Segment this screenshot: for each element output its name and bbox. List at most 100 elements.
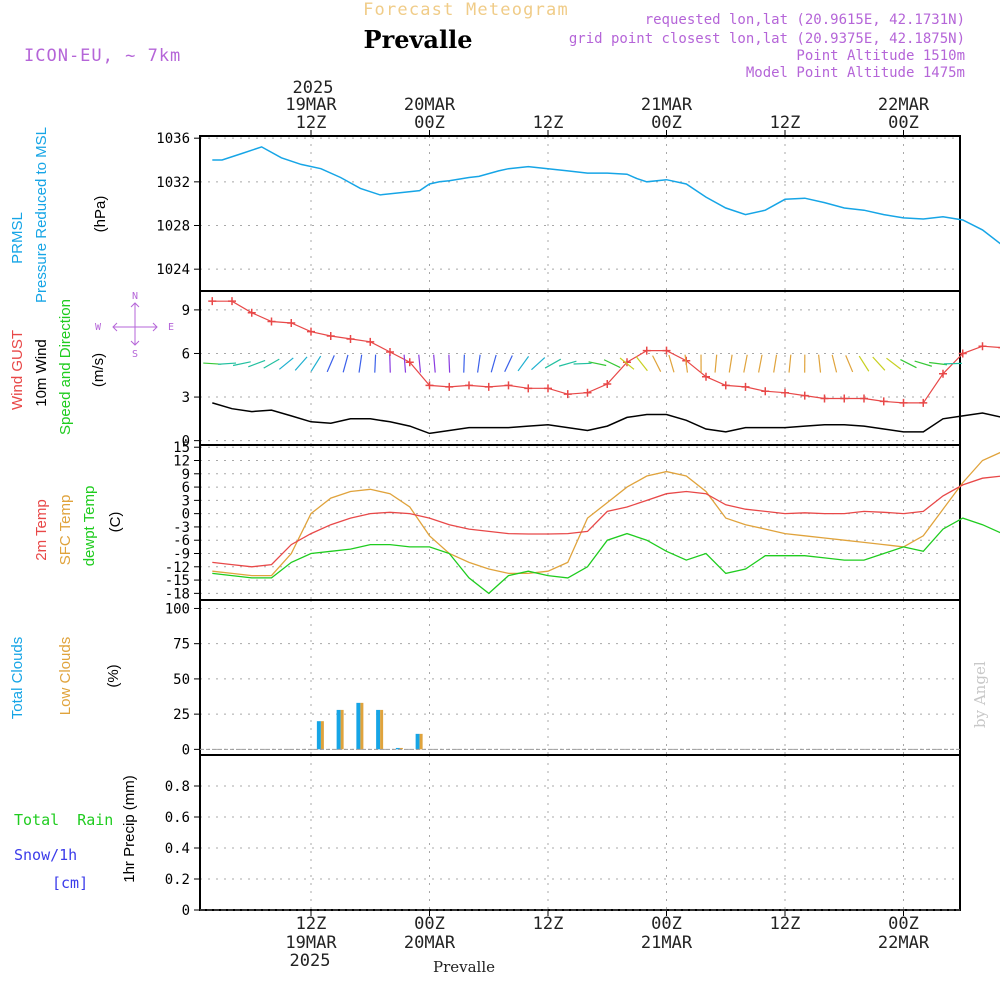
total-cloud-bar — [336, 709, 341, 750]
cloud-label-1: Total Clouds — [9, 637, 26, 720]
temperature-ytick-label: -15 — [165, 573, 190, 589]
gridpoint-coords: grid point closest lon,lat (20.9375E, 42… — [569, 31, 965, 47]
gust-marker — [741, 382, 750, 391]
plot-layer — [200, 146, 1000, 911]
wind-direction-arrow — [358, 354, 363, 373]
wind-speed-line — [212, 402, 1000, 435]
clouds-ytick-label: 25 — [173, 707, 190, 723]
temperature-ytick-label: 6 — [182, 480, 190, 496]
wind-direction-arrow — [818, 354, 822, 373]
wind-direction-arrow — [326, 355, 335, 373]
watermark: by Angel — [971, 661, 989, 728]
cloud-label-2: Low Clouds — [57, 637, 74, 715]
top-hour-label: 12Z — [770, 113, 801, 133]
low-cloud-bar — [360, 702, 364, 750]
low-cloud-bar — [320, 721, 324, 750]
temp-label-3: dewpt Temp — [81, 486, 98, 567]
wind-direction-arrow — [668, 354, 675, 373]
bottom-hour-label: 00Z — [651, 914, 682, 934]
wind-ytick-label: 0 — [182, 434, 190, 450]
pressure-frame — [199, 135, 961, 292]
temperature-ytick-label: 0 — [182, 507, 190, 523]
gust-marker — [307, 327, 315, 336]
gust-marker — [879, 397, 888, 406]
wind-direction-arrow — [544, 358, 562, 369]
top-date-label: 21MAR — [641, 95, 693, 115]
clouds-frame — [199, 599, 961, 756]
gust-marker — [761, 387, 770, 396]
wind-direction-arrow — [588, 361, 607, 367]
gust-marker — [919, 398, 928, 407]
total-cloud-bar — [415, 733, 420, 750]
temp-label-2: SFC Temp — [57, 495, 74, 566]
top-hour-label: 00Z — [888, 113, 919, 133]
pressure-label-2: Pressure Reduced to MSL — [33, 127, 50, 303]
gust-marker — [899, 398, 908, 407]
pressure-ytick-label: 1024 — [156, 262, 190, 278]
temp-label-1: 2m Temp — [33, 499, 50, 560]
wind-direction-arrow — [278, 357, 294, 370]
gust-marker — [445, 382, 454, 391]
gust-marker — [781, 388, 789, 397]
wind-direction-arrow — [558, 360, 577, 367]
gust-marker — [366, 337, 375, 346]
point-altitude: Point Altitude 1510m — [796, 48, 965, 64]
wind-direction-arrow — [490, 354, 497, 373]
precip-ytick-label: 0.6 — [165, 810, 190, 826]
wind-direction-arrow — [900, 359, 917, 369]
wind-direction-arrow — [743, 354, 748, 373]
total-cloud-bar — [395, 747, 400, 750]
temperature-ytick-label: 12 — [173, 454, 190, 470]
gust-marker — [544, 384, 552, 393]
wind-direction-arrow — [914, 360, 933, 367]
bottom-date-label: 21MAR — [641, 933, 693, 953]
wind-direction-arrow — [773, 354, 778, 373]
gust-marker — [978, 342, 987, 351]
top-hour-label: 12Z — [533, 113, 564, 133]
low-cloud-bar — [380, 709, 384, 750]
wind-direction-arrow — [389, 354, 391, 373]
pressure-ytick-label: 1028 — [156, 219, 190, 235]
wind-direction-arrow — [310, 355, 322, 372]
precip-label-3: [cm] — [52, 874, 88, 892]
bottom-hour-label: 12Z — [296, 914, 327, 934]
compass-e: E — [168, 322, 174, 333]
wind-direction-arrow — [477, 354, 481, 373]
wind-direction-arrow — [342, 354, 349, 373]
gust-marker — [800, 391, 809, 400]
gust-marker — [662, 346, 671, 355]
gust-marker — [583, 388, 592, 397]
label-layer: PRMSL Pressure Reduced to MSL (hPa) Wind… — [9, 127, 174, 892]
bottom-hour-label: 00Z — [888, 914, 919, 934]
wind-direction-arrow — [433, 354, 436, 373]
gust-marker — [939, 369, 947, 378]
pressure-unit: (hPa) — [92, 196, 109, 233]
wind-direction-arrow — [635, 356, 648, 372]
top-hour-label: 00Z — [414, 113, 445, 133]
temperature-ytick-label: -3 — [173, 520, 190, 536]
gust-marker — [405, 358, 414, 367]
wind-direction-arrow — [603, 359, 621, 369]
gust-marker — [267, 317, 276, 326]
wind-label-2: 10m Wind — [33, 339, 50, 407]
wind-direction-arrow — [728, 354, 733, 373]
wind-direction-arrow — [872, 356, 886, 371]
gust-marker — [860, 394, 868, 403]
wind-ytick-label: 6 — [182, 346, 190, 362]
gust-marker — [721, 381, 730, 390]
wind-direction-arrow — [831, 354, 838, 373]
wind-direction-arrow — [263, 358, 280, 369]
wind-ytick-label: 3 — [182, 390, 190, 406]
pressure-line — [212, 146, 1000, 245]
wind-label-1: Wind GUST — [9, 330, 26, 410]
compass-rose-icon — [112, 302, 158, 346]
wind-direction-arrow — [714, 354, 718, 373]
gust-marker — [208, 297, 217, 306]
temperature-frame — [199, 444, 961, 601]
gust-marker — [287, 318, 296, 327]
top-hour-label: 00Z — [651, 113, 682, 133]
total-cloud-bar — [356, 702, 361, 750]
temperature-ytick-label: -9 — [173, 547, 190, 563]
wind-direction-arrow — [858, 355, 870, 372]
bottom-date-label: 20MAR — [404, 933, 456, 953]
